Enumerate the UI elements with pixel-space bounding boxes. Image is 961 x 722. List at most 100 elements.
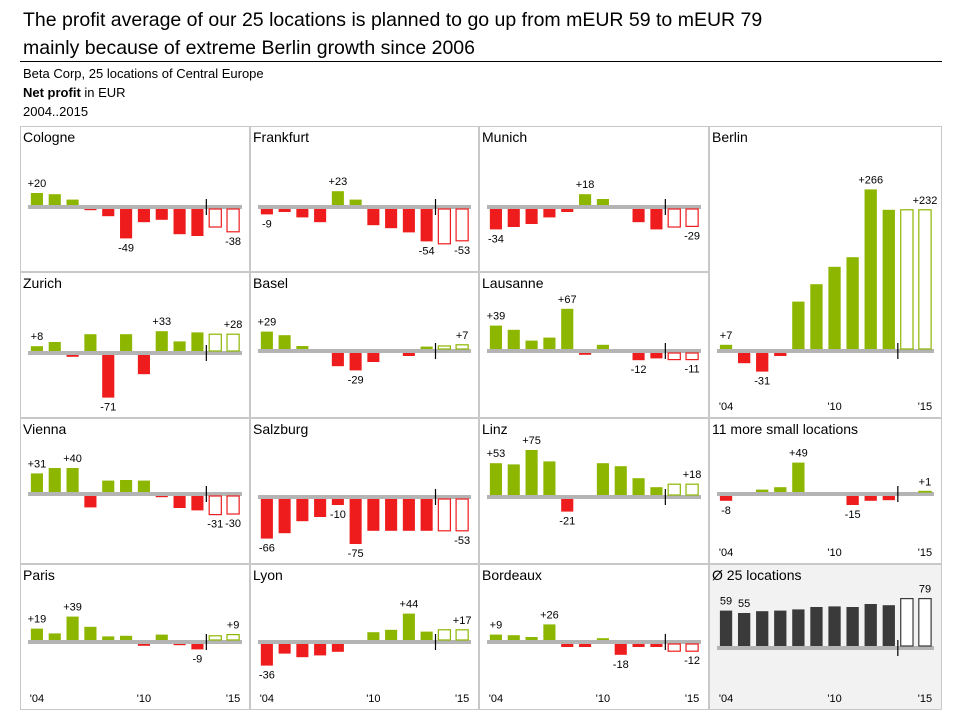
bar-linz-2004 <box>489 463 502 495</box>
bar-salzburg-2010 <box>367 499 380 531</box>
bar-salzburg-2004 <box>260 499 273 539</box>
subtitle-organization: Beta Corp, 25 locations of Central Europ… <box>23 66 264 81</box>
bar-lausanne-2015 <box>685 352 699 361</box>
x-tick-paris-2: '15 <box>226 693 240 705</box>
bar-11-more-small-locations-2006 <box>756 489 769 492</box>
data-label-berlin-2012: +266 <box>858 174 883 186</box>
bar-lyon-2007 <box>314 644 327 656</box>
bar-paris-2009 <box>120 635 133 640</box>
x-tick-paris-1: '10 <box>137 693 151 705</box>
bar-lausanne-2008 <box>561 308 574 349</box>
bar-salzburg-2005 <box>278 499 291 534</box>
data-label-linz-2008: -21 <box>559 516 575 528</box>
data-label-paris-2006: +39 <box>63 602 82 614</box>
bar-lyon-2008 <box>331 644 344 652</box>
bar-bordeaux-2010 <box>596 638 609 640</box>
bar-frankfurt-2006 <box>296 209 309 218</box>
bar-paris-2013 <box>191 644 204 650</box>
bar-11-more-small-locations-2007 <box>774 487 787 492</box>
data-label-lyon-2012: +44 <box>400 599 419 611</box>
data-label-basel-2015: +7 <box>456 330 469 342</box>
bar-linz-2014 <box>667 483 681 496</box>
bar-berlin-2013 <box>882 209 895 349</box>
panel-title-munich: Munich <box>482 129 527 145</box>
bar-25-locations-2009 <box>810 607 823 646</box>
bar-zurich-2014 <box>208 333 222 352</box>
bar-frankfurt-2013 <box>420 209 433 242</box>
bar-salzburg-2012 <box>402 499 415 531</box>
bar-11-more-small-locations-2015 <box>918 490 932 493</box>
bar-cologne-2012 <box>173 209 186 235</box>
data-label-salzburg-2004: -66 <box>259 543 275 555</box>
x-tick-25-locations-2: '15 <box>918 693 932 705</box>
panel-title-cologne: Cologne <box>23 129 75 145</box>
bar-frankfurt-2008 <box>331 191 344 205</box>
bar-salzburg-2011 <box>385 499 398 531</box>
bar-vienna-2011 <box>155 496 168 498</box>
headline-divider <box>20 61 942 62</box>
bar-linz-2006 <box>525 450 538 495</box>
bar-lausanne-2014 <box>667 352 681 361</box>
panel-title-lyon: Lyon <box>253 567 283 583</box>
data-label-paris-2013: -9 <box>193 653 203 665</box>
bar-lyon-2013 <box>420 631 433 640</box>
bar-paris-2006 <box>66 616 79 640</box>
bar-munich-2006 <box>525 209 538 224</box>
bar-zurich-2006 <box>66 355 79 357</box>
bar-11-more-small-locations-2008 <box>792 462 805 492</box>
bar-lausanne-2006 <box>525 340 538 349</box>
bar-basel-2004 <box>260 331 273 349</box>
bar-munich-2014 <box>667 208 681 228</box>
x-tick-bordeaux-2: '15 <box>685 693 699 705</box>
bar-lausanne-2007 <box>543 337 556 349</box>
bar-cologne-2005 <box>48 194 61 205</box>
bar-bordeaux-2004 <box>489 634 502 640</box>
data-label-salzburg-2015: -53 <box>454 535 470 547</box>
panel-title-frankfurt: Frankfurt <box>253 129 309 145</box>
bar-vienna-2007 <box>84 496 97 508</box>
x-tick-paris-0: '04 <box>30 693 44 705</box>
data-label-salzburg-2009: -75 <box>348 548 364 560</box>
bar-munich-2005 <box>507 209 520 227</box>
bar-linz-2012 <box>632 478 645 495</box>
subtitle-period: 2004..2015 <box>23 104 89 119</box>
bar-lausanne-2010 <box>596 344 609 349</box>
data-label-basel-2009: -29 <box>348 374 364 386</box>
data-label-frankfurt-2015: -53 <box>454 245 470 257</box>
bar-cologne-2007 <box>84 209 97 211</box>
chart-headline: The profit average of our 25 locations i… <box>23 6 943 62</box>
bar-25-locations-2013 <box>882 605 895 646</box>
x-tick-11-more-small-locations-0: '04 <box>719 547 733 559</box>
data-label-frankfurt-2004: -9 <box>262 218 272 230</box>
data-label-25-locations-2015: 79 <box>919 584 931 596</box>
bar-paris-2004 <box>30 628 43 640</box>
bar-25-locations-2004 <box>719 610 733 646</box>
bar-salzburg-2009 <box>349 499 362 544</box>
bar-paris-2007 <box>84 626 97 640</box>
bar-zurich-2009 <box>120 334 133 351</box>
bar-salzburg-2007 <box>314 499 327 517</box>
bar-25-locations-2014 <box>900 597 914 647</box>
bar-linz-2011 <box>614 466 627 495</box>
bar-munich-2012 <box>632 209 645 223</box>
bar-cologne-2008 <box>102 209 115 217</box>
panel-title-linz: Linz <box>482 421 508 437</box>
bar-basel-2012 <box>402 353 415 356</box>
bar-salzburg-2008 <box>331 499 344 505</box>
data-label-linz-2015: +18 <box>683 469 702 481</box>
bar-cologne-2015 <box>226 208 240 233</box>
data-label-vienna-2014: -31 <box>207 519 223 531</box>
data-label-vienna-2015: -30 <box>225 518 241 530</box>
data-label-zurich-2015: +28 <box>224 319 243 331</box>
bar-25-locations-2005 <box>737 613 751 646</box>
bar-25-locations-2015 <box>918 597 932 647</box>
data-label-paris-2004: +19 <box>28 614 47 626</box>
panel-salzburg <box>250 418 479 564</box>
data-label-frankfurt-2013: -54 <box>419 245 435 257</box>
data-label-25-locations-2004: 59 <box>720 596 732 608</box>
panel-11-more-small-locations <box>709 418 942 564</box>
data-label-11-more-small-locations-2011: -15 <box>845 509 861 521</box>
x-tick-berlin-1: '10 <box>827 401 841 413</box>
bar-linz-2005 <box>507 464 520 495</box>
